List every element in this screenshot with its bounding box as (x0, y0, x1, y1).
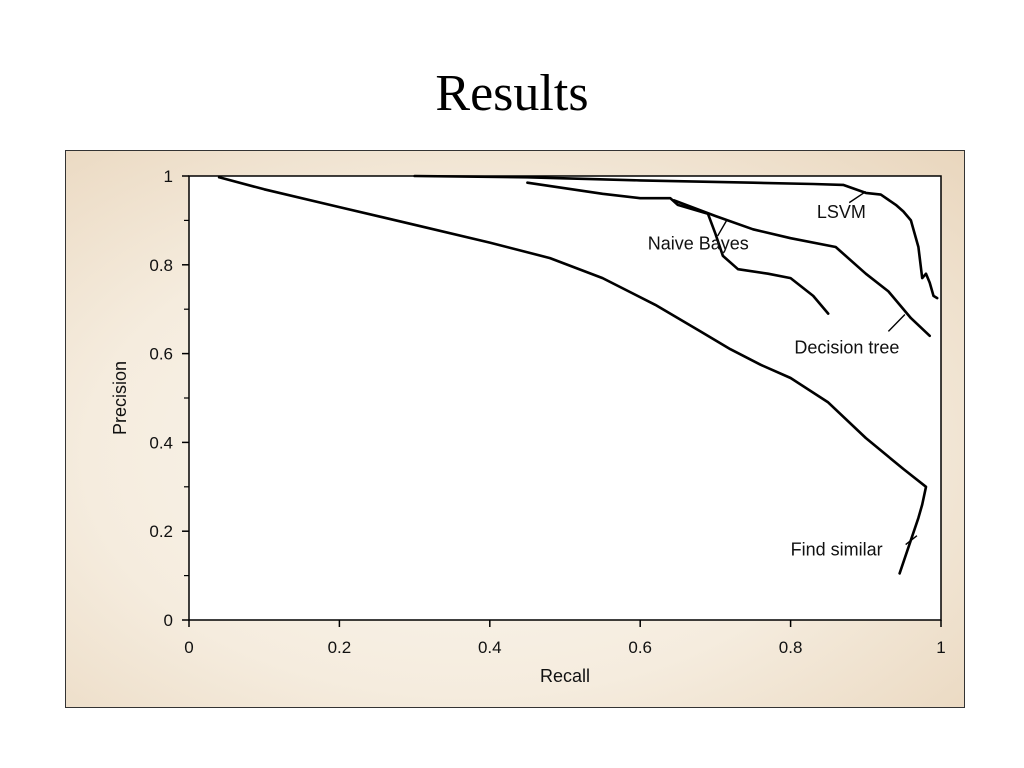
series-label-decision-tree: Decision tree (794, 338, 899, 358)
y-tick-label: 0.6 (149, 345, 173, 364)
chart-panel: 0 0.2 0.4 0.6 0.8 1 0 0.2 0.4 0.6 0.8 1 Recall Precis… (65, 150, 965, 708)
series-line-naive-bayes (526, 181, 830, 315)
y-axis-title: Precision (110, 361, 130, 435)
plot-area (188, 175, 942, 621)
precision-recall-chart: 0 0.2 0.4 0.6 0.8 1 0 0.2 0.4 0.6 0.8 1 Recall Precis… (110, 167, 946, 686)
x-axis-title: Recall (540, 666, 590, 686)
x-tick-label: 0.8 (779, 638, 803, 657)
y-tick-label: 0.4 (149, 433, 173, 452)
series-label-find-similar: Find similar (791, 540, 883, 560)
x-tick-label: 0 (184, 638, 193, 657)
leader-line-lsvm (848, 190, 867, 204)
leader-line-decision-tree (887, 314, 906, 332)
leader-line-naive-bayes (717, 220, 728, 237)
series-line-lsvm (413, 174, 939, 300)
series-label-naive-bayes: Naive Bayes (648, 233, 749, 253)
x-tick-label: 1 (936, 638, 945, 657)
x-tick-label: 0.2 (328, 638, 352, 657)
leader-line-find-similar (905, 535, 918, 546)
y-tick-label: 0.8 (149, 256, 173, 275)
y-tick-label: 0.2 (149, 522, 173, 541)
series-label-lsvm: LSVM (817, 202, 866, 222)
y-tick-label: 0 (164, 611, 173, 630)
x-tick-label: 0.6 (628, 638, 652, 657)
slide-title: Results (435, 65, 589, 122)
series-line-find-similar (217, 176, 928, 575)
y-tick-label: 1 (164, 167, 173, 186)
x-tick-label: 0.4 (478, 638, 502, 657)
series-line-decision-tree (672, 199, 931, 338)
